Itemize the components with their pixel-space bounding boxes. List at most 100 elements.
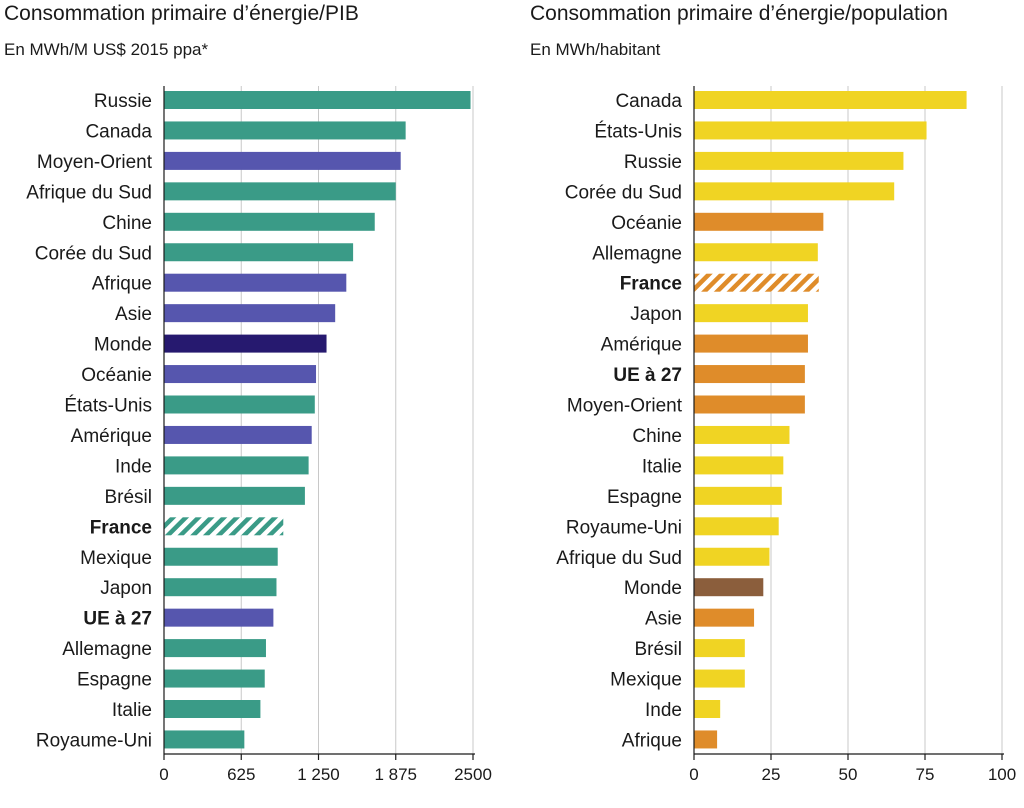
right-category-label: Monde — [624, 578, 682, 599]
left-bar — [164, 608, 274, 627]
left-category-label: Espagne — [77, 670, 152, 691]
left-bar — [164, 212, 375, 231]
left-category-label: France — [90, 517, 152, 538]
right-bar — [694, 578, 764, 597]
left-bar — [164, 547, 278, 566]
left-bar — [164, 456, 309, 475]
right-category-label: Brésil — [634, 639, 682, 660]
left-bar — [164, 304, 336, 323]
left-bar — [164, 273, 347, 292]
right-tick-label: 50 — [839, 765, 858, 784]
left-category-label: Brésil — [104, 487, 152, 508]
right-bar — [694, 151, 904, 170]
right-category-label: Amérique — [601, 335, 682, 356]
left-category-label: Afrique — [92, 274, 152, 295]
right-bar — [694, 91, 967, 109]
right-bar — [694, 730, 718, 749]
right-category-label: Italie — [642, 456, 682, 477]
left-category-label: Japon — [100, 578, 152, 599]
right-bar — [694, 395, 805, 414]
left-bar — [164, 639, 266, 658]
left-bar — [164, 395, 315, 414]
left-bar — [164, 243, 354, 262]
right-tick-label: 100 — [988, 765, 1016, 784]
left-category-label: Monde — [94, 335, 152, 356]
right-category-label: Allemagne — [592, 243, 682, 264]
left-category-label: Chine — [102, 213, 152, 234]
right-category-label: Océanie — [611, 213, 682, 234]
right-category-label: Russie — [624, 152, 682, 173]
right-bar — [694, 547, 770, 566]
right-bar — [694, 425, 790, 444]
right-category-label: Asie — [645, 609, 682, 630]
left-tick-label: 625 — [227, 765, 255, 784]
left-category-label: Inde — [115, 456, 152, 477]
right-category-label: Japon — [630, 304, 682, 325]
left-category-label: Asie — [115, 304, 152, 325]
right-category-label: Inde — [645, 700, 682, 721]
left-category-label: Mexique — [80, 548, 152, 569]
chart-left-plot: Russie Canada Moyen-Orient Afrique du Sud Ch… — [26, 86, 492, 784]
right-bar — [694, 517, 779, 536]
chart-left-subtitle: En MWh/M US$ 2015 ppa* — [4, 40, 209, 59]
left-category-label: Royaume-Uni — [36, 730, 152, 751]
left-tick-label: 2500 — [454, 765, 492, 784]
left-bar — [164, 517, 284, 536]
right-bar — [694, 182, 895, 201]
right-bar — [694, 669, 745, 688]
left-bar — [164, 91, 471, 109]
left-category-label: Allemagne — [62, 639, 152, 660]
right-category-label: France — [620, 274, 682, 295]
left-category-label: Océanie — [81, 365, 152, 386]
chart-right-title: Consommation primaire d’énergie/populati… — [530, 2, 948, 25]
right-category-label: Royaume-Uni — [566, 517, 682, 538]
right-category-label: Moyen-Orient — [567, 396, 683, 417]
left-category-label: Russie — [94, 91, 152, 112]
left-bar — [164, 486, 305, 505]
left-bar — [164, 578, 277, 597]
right-category-label: Afrique du Sud — [556, 548, 682, 569]
left-tick-label: 1 875 — [374, 765, 417, 784]
left-bar — [164, 700, 261, 718]
left-category-label: Corée du Sud — [35, 243, 152, 264]
right-bar — [694, 334, 808, 353]
left-bar — [164, 121, 406, 140]
right-category-label: Espagne — [607, 487, 682, 508]
right-category-label: Chine — [632, 426, 682, 447]
right-bar — [694, 700, 721, 718]
right-bar — [694, 486, 782, 505]
right-category-label: Afrique — [622, 730, 682, 751]
left-bar — [164, 425, 312, 444]
right-bar — [694, 639, 745, 658]
left-category-label: États-Unis — [64, 396, 152, 417]
left-tick-label: 0 — [159, 765, 168, 784]
right-bar — [694, 608, 755, 627]
left-bar — [164, 151, 401, 170]
right-category-label: Corée du Sud — [565, 182, 682, 203]
left-bar — [164, 669, 265, 688]
left-category-label: UE à 27 — [83, 609, 152, 630]
left-category-label: Amérique — [71, 426, 152, 447]
right-category-label: Canada — [615, 91, 682, 112]
left-category-label: Canada — [85, 121, 152, 142]
right-tick-label: 75 — [916, 765, 935, 784]
left-bar — [164, 730, 245, 749]
right-tick-label: 0 — [689, 765, 698, 784]
right-bar — [694, 212, 824, 231]
chart-right-plot: Canada États-Unis Russie Corée du Sud Océani… — [556, 86, 1016, 784]
right-bar — [694, 243, 818, 262]
chart-right-subtitle: En MWh/habitant — [530, 40, 661, 59]
right-bar — [694, 304, 808, 323]
left-category-label: Moyen-Orient — [37, 152, 153, 173]
right-category-label: UE à 27 — [613, 365, 682, 386]
left-category-label: Afrique du Sud — [26, 182, 152, 203]
right-category-label: Mexique — [610, 670, 682, 691]
right-bar — [694, 456, 784, 475]
right-bar — [694, 121, 927, 140]
left-tick-label: 1 250 — [297, 765, 340, 784]
chart-left-title: Consommation primaire d’énergie/PIB — [4, 2, 359, 25]
left-category-label: Italie — [112, 700, 152, 721]
left-bar — [164, 365, 317, 384]
right-bar — [694, 365, 805, 384]
